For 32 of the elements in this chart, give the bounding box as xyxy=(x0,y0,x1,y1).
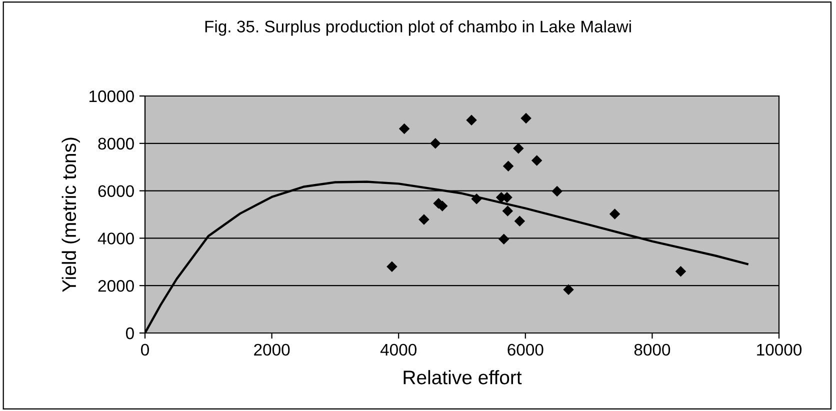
y-tick-label: 4000 xyxy=(98,232,134,244)
y-tick-label: 0 xyxy=(126,327,134,340)
point xyxy=(520,112,532,124)
point xyxy=(386,261,398,272)
point xyxy=(502,160,514,172)
x-tick-label: 4000 xyxy=(380,344,416,356)
point xyxy=(531,155,542,166)
x-tick-label: 0 xyxy=(141,344,149,356)
y-tick-label: 10000 xyxy=(90,90,134,102)
y-axis-title: Yield (metric tons) xyxy=(62,138,80,292)
point xyxy=(514,216,526,227)
point xyxy=(513,142,524,154)
y-tick-label: 8000 xyxy=(98,138,134,150)
x-tick-label: 8000 xyxy=(634,344,670,356)
x-tick-label: 6000 xyxy=(508,344,544,356)
y-tick-label: 2000 xyxy=(98,280,134,292)
point xyxy=(418,214,430,225)
y-tick-label: 6000 xyxy=(98,185,134,198)
point xyxy=(466,114,477,126)
x-axis-title: Relative effort xyxy=(404,370,522,384)
x-tick-label: 10000 xyxy=(757,344,802,356)
point xyxy=(675,266,686,277)
point xyxy=(552,186,562,197)
point xyxy=(563,284,574,296)
point xyxy=(471,193,482,204)
point xyxy=(430,138,441,149)
point xyxy=(502,206,514,216)
point xyxy=(609,208,620,220)
point xyxy=(498,234,510,245)
point xyxy=(398,123,410,134)
chart-title: Fig. 35. Surplus production plot of chambo in Lake Malawi xyxy=(205,20,631,36)
x-tick-label: 2000 xyxy=(254,344,290,356)
